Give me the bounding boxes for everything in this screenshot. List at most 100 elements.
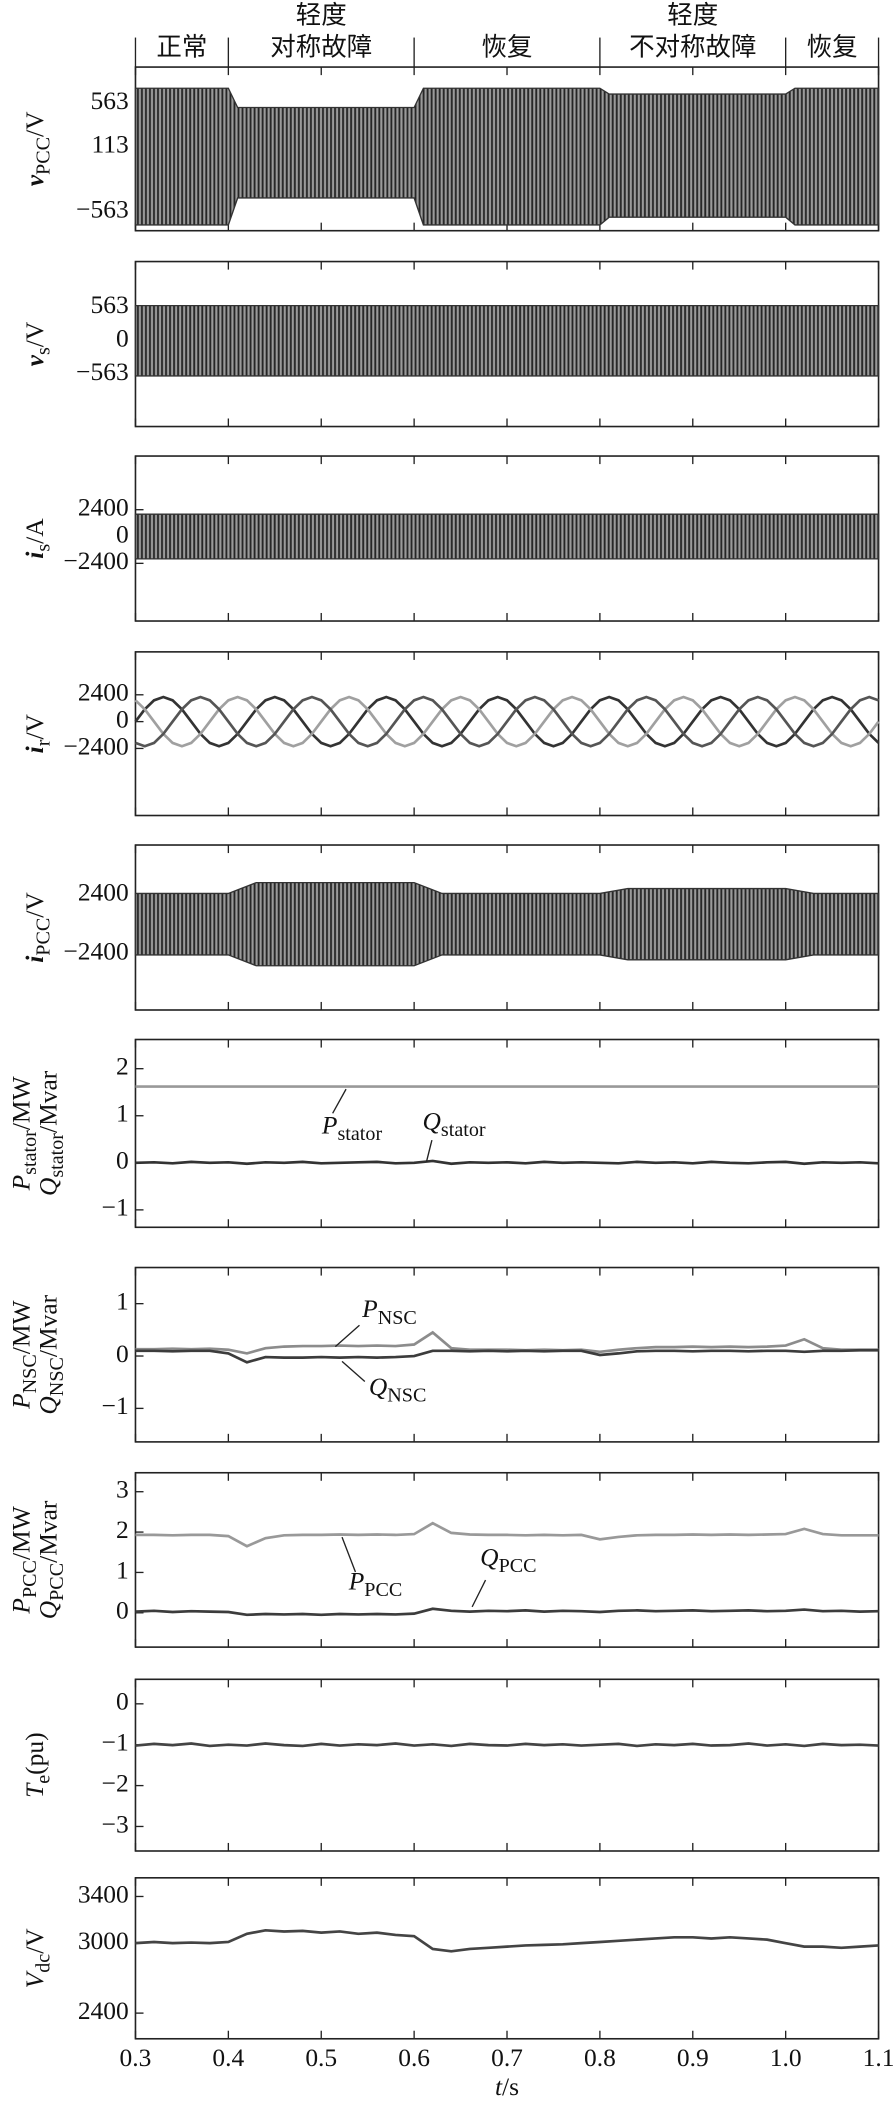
waveform-band <box>134 87 880 226</box>
annotation-sub: stator <box>337 1123 382 1145</box>
y-axis-label-base: V <box>20 1970 49 1988</box>
y-axis-label-base: P <box>7 1393 36 1410</box>
y-tick-label: 2 <box>116 1515 129 1544</box>
y-tick-label: 0 <box>116 519 129 548</box>
y-axis-label-sub: PCC <box>33 137 55 175</box>
y-axis-label-unit: /Mvar <box>33 1500 62 1563</box>
y-axis-label: QNSC/Mvar <box>33 1294 68 1414</box>
annotation-sub: PCC <box>499 1555 537 1577</box>
y-axis-label: vs/V <box>20 321 55 366</box>
y-axis-label-unit: /V <box>20 1928 49 1954</box>
y-tick-label: −3 <box>102 1809 129 1838</box>
y-axis-label-base: T <box>20 1782 49 1798</box>
y-axis-label-sub: s <box>33 347 55 355</box>
y-axis-label-base: i <box>20 746 49 753</box>
y-tick-label: −2400 <box>63 546 128 575</box>
y-tick-label: 1 <box>116 1287 129 1316</box>
annotation-leader <box>425 1139 433 1162</box>
annotation: QPCC <box>480 1542 536 1577</box>
y-axis-label-base: P <box>7 1175 36 1192</box>
phase-label: 不对称故障 <box>629 32 756 61</box>
annotation-sub: NSC <box>378 1307 417 1329</box>
y-axis-label-unit: /Mvar <box>33 1294 62 1357</box>
series-line <box>135 1348 879 1364</box>
x-tick-label: 0.7 <box>491 2043 523 2072</box>
annotation-leader <box>334 1324 360 1348</box>
y-tick-label: 0 <box>116 1339 129 1368</box>
series-line <box>135 1928 879 1953</box>
y-axis-label: Pstator/MW <box>7 1076 42 1191</box>
y-tick-label: 0 <box>116 324 129 353</box>
y-axis-label: Qstator/Mvar <box>33 1070 68 1196</box>
y-tick-label: −1 <box>102 1193 129 1222</box>
y-axis-label-base: v <box>20 354 49 366</box>
annotation: PPCC <box>348 1566 403 1601</box>
y-axis-label-unit: /MW <box>7 1506 36 1560</box>
x-axis-label-unit: /s <box>502 2072 519 2101</box>
series-line <box>135 1330 879 1355</box>
series-line <box>134 695 880 748</box>
annotation-base: P <box>348 1566 365 1595</box>
y-axis-label-unit: (pu) <box>20 1732 49 1774</box>
y-tick-label: 0 <box>116 704 129 733</box>
panel-frame <box>134 651 880 817</box>
series-line <box>135 1521 879 1548</box>
y-tick-label: 3000 <box>78 1926 129 1955</box>
y-axis-label-sub: e <box>33 1775 55 1784</box>
y-axis-label: PNSC/MW <box>7 1300 42 1409</box>
phase-label: 轻度 <box>667 0 718 29</box>
x-tick-label: 0.4 <box>212 2043 244 2072</box>
x-axis-label: t/s <box>495 2072 519 2101</box>
y-tick-label: 3 <box>116 1475 129 1504</box>
y-axis-label-base: v <box>20 174 49 186</box>
y-tick-label: 563 <box>91 290 129 319</box>
series-line <box>135 1607 879 1617</box>
annotation: Qstator <box>423 1106 486 1141</box>
y-tick-label: 0 <box>116 1146 129 1175</box>
x-tick-label: 0.8 <box>584 2043 616 2072</box>
y-tick-label: 2400 <box>78 678 129 707</box>
annotation-sub: PCC <box>364 1579 402 1601</box>
waveform-band <box>134 513 880 560</box>
x-tick-label: 0.9 <box>677 2043 709 2072</box>
panel-frame <box>134 1678 880 1852</box>
x-tick-label: 0.5 <box>305 2043 337 2072</box>
y-axis-label-unit: /V <box>20 111 49 137</box>
y-axis-label: QPCC/Mvar <box>33 1500 68 1619</box>
annotation-base: Q <box>369 1372 387 1401</box>
annotation-leader <box>341 1360 366 1383</box>
annotation-leader <box>341 1536 357 1573</box>
y-axis-label-unit: /V <box>20 321 49 347</box>
y-axis-label-sub: NSC <box>46 1357 68 1396</box>
y-tick-label: −563 <box>76 357 129 386</box>
x-tick-label: 0.6 <box>398 2043 430 2072</box>
y-tick-label: 0 <box>116 1687 129 1716</box>
y-axis-label-sub: PCC <box>19 1560 41 1598</box>
y-axis-label-unit: /Mvar <box>33 1070 62 1133</box>
y-axis-label: vPCC/V <box>20 111 55 186</box>
y-axis-label-base: Q <box>33 1601 62 1619</box>
y-axis-label-unit: /V <box>20 713 49 739</box>
y-axis-label-base: i <box>20 552 49 559</box>
y-tick-label: 0 <box>116 1596 129 1625</box>
y-tick-label: 3400 <box>78 1879 129 1908</box>
annotation-leader <box>332 1088 347 1114</box>
y-tick-label: 2 <box>116 1052 129 1081</box>
y-axis-label-sub: NSC <box>19 1354 41 1393</box>
waveform-band <box>134 304 880 377</box>
x-tick-label: 0.3 <box>120 2043 152 2072</box>
phase-label: 轻度 <box>296 0 347 29</box>
y-axis-label-sub: PCC <box>33 918 55 956</box>
y-axis-label-sub: PCC <box>46 1563 68 1601</box>
series-line <box>135 695 880 748</box>
phase-label: 恢复 <box>482 32 533 61</box>
series-line <box>134 695 880 748</box>
y-tick-label: 2400 <box>78 493 129 522</box>
y-tick-label: 1 <box>116 1555 129 1584</box>
y-axis-label: Te(pu) <box>20 1732 55 1798</box>
annotation-base: Q <box>423 1106 441 1135</box>
series-line <box>135 1742 879 1748</box>
